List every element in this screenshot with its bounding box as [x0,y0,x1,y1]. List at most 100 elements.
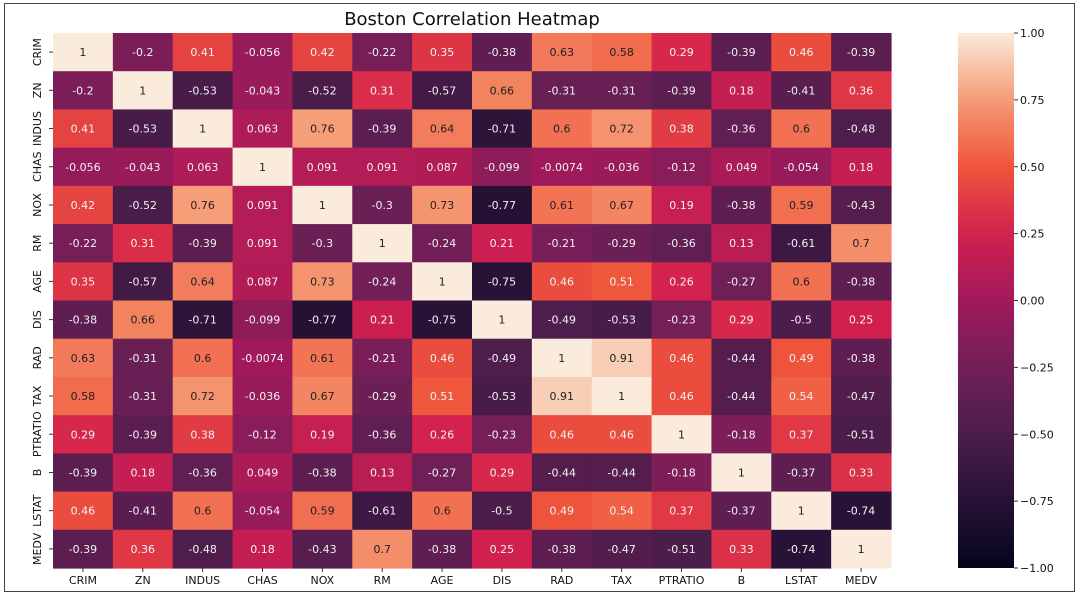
cell-annotation: 0.67 [310,390,335,403]
cell-annotation: -0.099 [484,161,519,174]
cell-annotation: 0.6 [553,123,571,136]
cell-annotation: 0.091 [247,237,279,250]
cell-annotation: -0.75 [488,275,516,288]
x-tick-label-crim: CRIM [69,574,97,587]
heatmap-cell-crim-medv [831,33,892,72]
cell-annotation: 0.6 [433,505,451,518]
cell-annotation: 0.61 [550,199,575,212]
cell-annotation: 1 [618,390,625,403]
heatmap-cell-ptratio-zn [112,415,174,454]
heatmap-cell-lstat-indus [172,491,234,531]
cell-annotation: -0.51 [847,428,875,441]
cell-annotation: 1 [498,314,505,327]
cell-annotation: -0.74 [847,505,875,518]
heatmap-cell-zn-rad [531,71,593,111]
heatmap-cell-medv-crim [53,529,114,569]
heatmap-cell-chas-tax [591,147,653,187]
cell-annotation: 0.18 [250,543,275,556]
cell-annotation: -0.2 [132,46,153,59]
colorbar-ticks: 1.00 0.75 0.50 0.25 0.00 −0.25 −0.50 −0.75 −1.00 [1014,27,1054,575]
heatmap-cell-rad-tax [591,338,653,378]
cell-annotation: 0.46 [669,390,694,403]
cell-annotation: 0.58 [71,390,96,403]
heatmap-cell-ptratio-rad [531,415,593,454]
heatmap-cell-lstat-zn [112,491,174,531]
heatmap-cell-nox-age [412,185,473,225]
heatmap-cell-lstat-dis [472,491,533,531]
heatmap-cell-indus-b [711,109,772,149]
heatmap-cell-medv-medv [831,529,892,569]
y-tick-labels: CRIM ZN INDUS CHAS NOX RM AGE DIS RAD TAX PTRATIO B… [31,38,53,565]
heatmap-cell-dis-zn [112,300,174,340]
y-tick-label-ptratio: PTRATIO [31,411,44,457]
heatmap-cell-crim-indus [172,33,234,72]
cell-annotation: -0.12 [248,428,276,441]
cell-annotation: 0.46 [789,46,814,59]
heatmap-cell-chas-crim [53,147,114,187]
heatmap-cell-rad-age [412,338,473,378]
heatmap-cell-nox-dis [472,185,533,225]
x-tick-labels: CRIM ZN INDUS CHAS NOX RM AGE DIS RAD TAX PTRATIO B… [69,568,878,587]
heatmap-cell-rm-b [711,224,772,263]
cell-annotation: 0.91 [550,390,575,403]
cell-annotation: 0.51 [430,390,455,403]
cell-annotation: -0.38 [847,275,875,288]
heatmap-cell-rm-dis [472,224,533,263]
cell-annotation: 0.063 [247,123,279,136]
cell-annotation: 0.091 [307,161,339,174]
heatmap-cell-dis-tax [591,300,653,340]
cell-annotation: 0.063 [187,161,219,174]
cell-annotation: 0.19 [310,428,335,441]
heatmap-cell-tax-medv [831,376,892,416]
heatmap-cell-ptratio-medv [831,415,892,454]
cell-annotation: 0.21 [490,237,515,250]
heatmap-cell-nox-rad [531,185,593,225]
heatmap-cell-crim-tax [591,33,653,72]
heatmap-cell-lstat-nox [292,491,353,531]
heatmap-cell-medv-ptratio [651,529,713,569]
cell-annotation: -0.054 [783,161,818,174]
cell-annotation: -0.38 [727,199,755,212]
cell-annotation: -0.39 [368,123,396,136]
cell-annotation: -0.39 [727,46,755,59]
cell-annotation: 0.7 [852,237,870,250]
heatmap-cell-zn-lstat [771,71,832,111]
cell-annotation: 0.58 [609,46,634,59]
heatmap-cell-tax-tax [591,376,653,416]
heatmap-cell-b-medv [831,453,892,493]
heatmap-cell-medv-nox [292,529,353,569]
cell-annotation: 0.63 [550,46,575,59]
heatmap-cell-crim-zn [112,33,174,72]
heatmap-cell-b-crim [53,453,114,493]
cell-annotation: 0.19 [669,199,694,212]
cell-annotation: -0.31 [607,84,635,97]
cell-annotation: 0.7 [373,543,391,556]
cell-annotation: -0.0074 [241,352,283,365]
cell-annotation: -0.38 [847,352,875,365]
cell-annotation: -0.44 [607,466,635,479]
heatmap-cell-zn-indus [172,71,234,111]
cell-annotation: 0.6 [194,352,212,365]
heatmap-cell-chas-age [412,147,473,187]
heatmap-cell-dis-ptratio [651,300,713,340]
x-tick-label-medv: MEDV [845,574,878,587]
heatmap-cell-indus-rm [352,109,413,149]
cell-annotation: -0.51 [667,543,695,556]
cell-annotation: 0.6 [792,123,810,136]
y-tick-label-lstat: LSTAT [31,494,44,527]
y-tick-label-b: B [31,469,44,477]
heatmap-cell-indus-medv [831,109,892,149]
heatmap-cell-ptratio-chas [232,415,294,454]
cell-annotations: 1 -0.2 0.41 -0.056 0.42 -0.22 0.35 -0.38 0.63 0.5… [65,46,875,556]
heatmap-cell-b-age [412,453,473,493]
heatmap-cell-zn-nox [292,71,353,111]
cell-annotation: -0.39 [188,237,216,250]
heatmap-cell-ptratio-b [711,415,772,454]
heatmap-cell-dis-age [412,300,473,340]
cell-annotation: 1 [259,161,266,174]
heatmap-cell-nox-ptratio [651,185,713,225]
cell-annotation: 0.087 [426,161,458,174]
heatmap-cell-b-tax [591,453,653,493]
colorbar: 1.00 0.75 0.50 0.25 0.00 −0.25 −0.50 −0.75 −1.00 [958,27,1054,575]
